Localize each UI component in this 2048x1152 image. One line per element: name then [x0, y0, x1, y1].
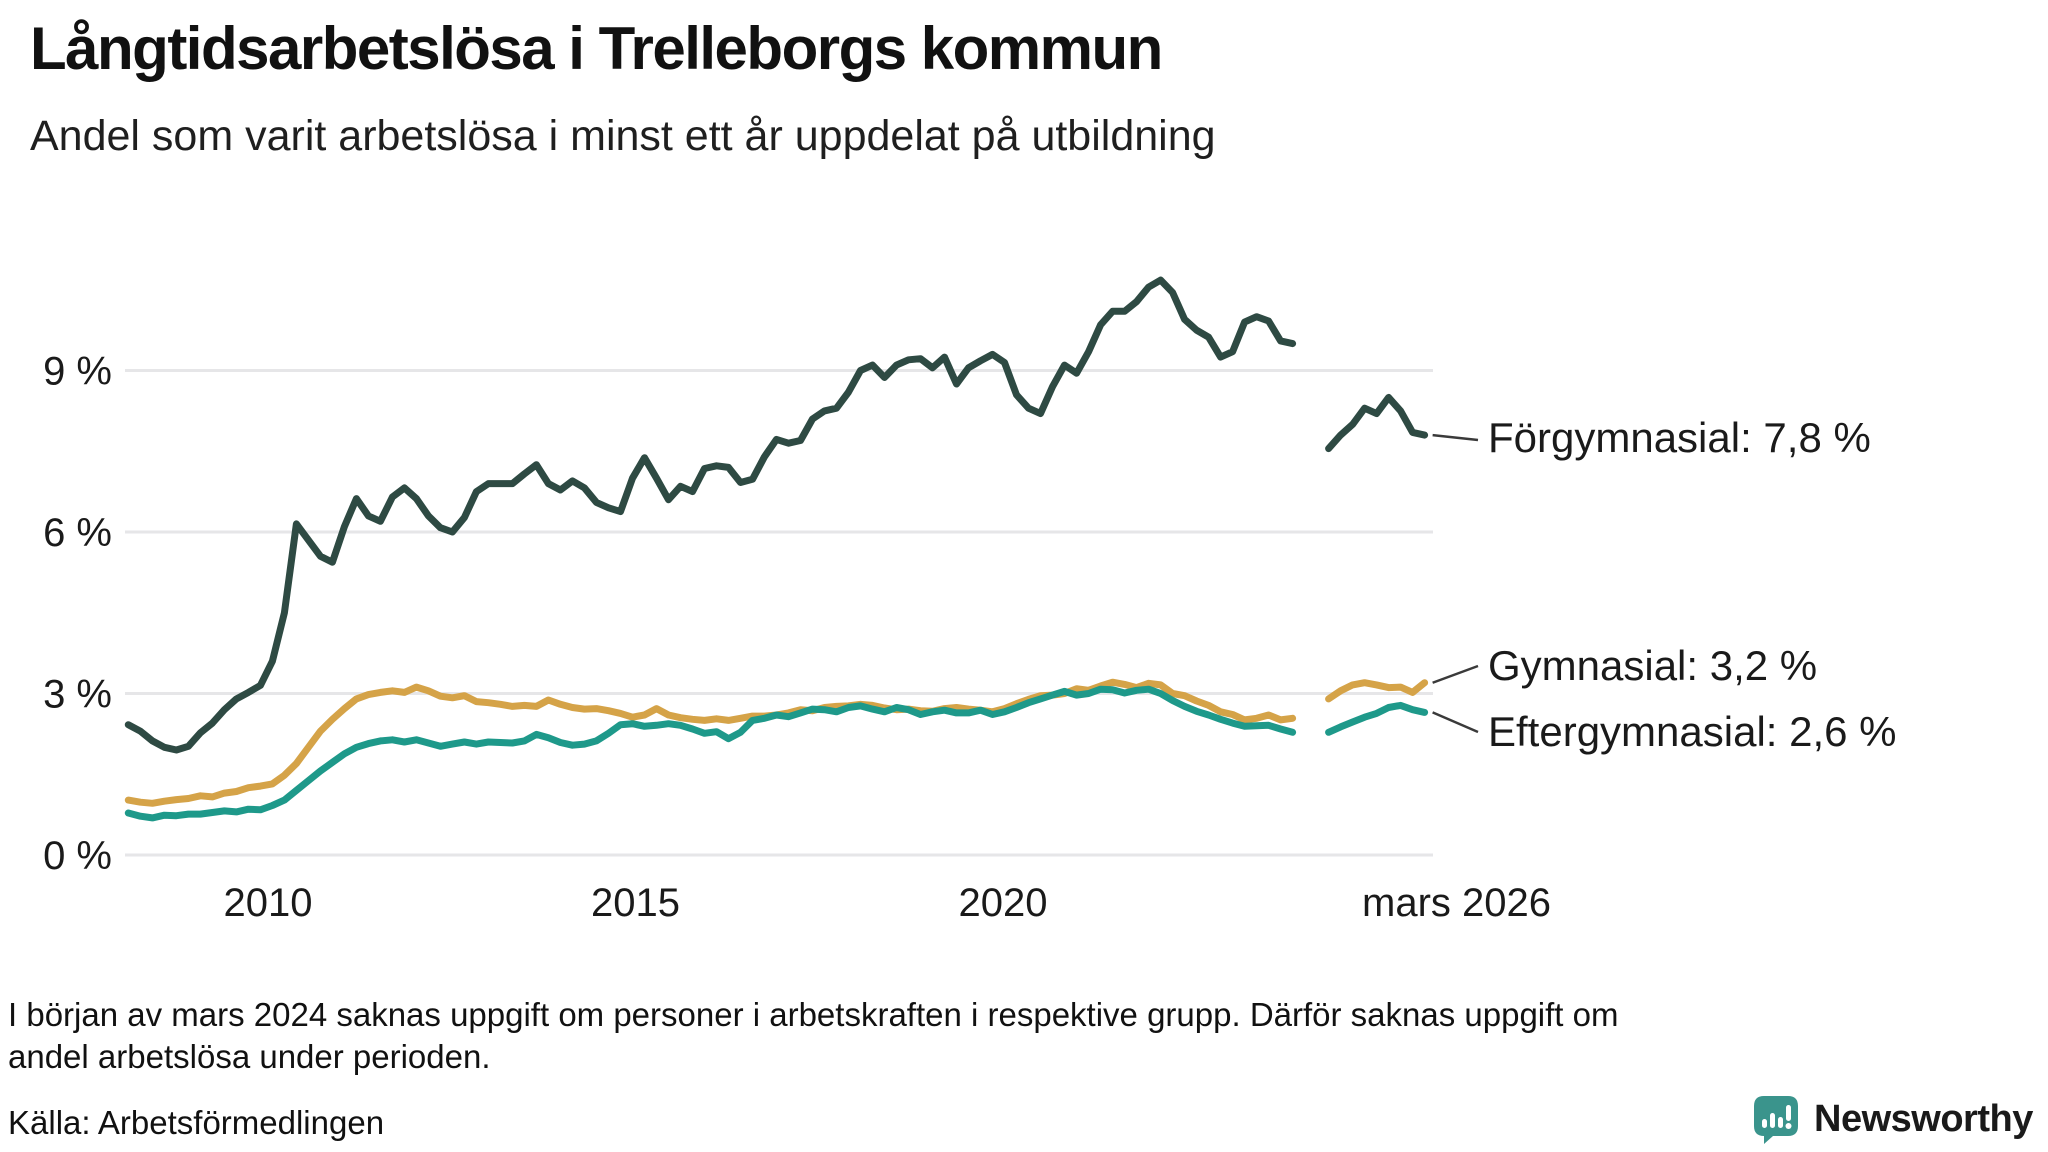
svg-text:9 %: 9 % — [43, 350, 112, 394]
svg-text:3 %: 3 % — [43, 673, 112, 717]
series-förgymnasial — [124, 276, 1479, 754]
svg-text:0 %: 0 % — [43, 834, 112, 878]
newsworthy-logo[interactable]: Newsworthy — [1752, 1094, 2033, 1144]
series-label-eftergymnasial: Eftergymnasial: 2,6 % — [1488, 708, 1897, 755]
newsworthy-logo-icon — [1754, 1096, 1798, 1144]
series-eftergymnasial — [124, 685, 1479, 822]
series-gymnasial — [124, 664, 1479, 807]
svg-text:mars 2026: mars 2026 — [1362, 881, 1551, 925]
page-subtitle: Andel som varit arbetslösa i minst ett å… — [30, 112, 1216, 160]
y-axis-labels: 0 % 3 % 6 % 9 % — [43, 350, 112, 878]
footnote-line1: I början av mars 2024 saknas uppgift om … — [8, 996, 1619, 1033]
svg-text:6 %: 6 % — [43, 511, 112, 555]
svg-text:2010: 2010 — [224, 881, 313, 925]
page-title: Långtidsarbetslösa i Trelleborgs kommun — [30, 15, 1163, 82]
svg-text:2020: 2020 — [959, 881, 1048, 925]
grid-lines — [125, 369, 1433, 857]
series-label-forgymnasial: Förgymnasial: 7,8 % — [1488, 414, 1871, 461]
newsworthy-logo-text: Newsworthy — [1814, 1097, 2033, 1140]
footnote: I början av mars 2024 saknas uppgift om … — [8, 994, 1619, 1078]
footnote-line2: andel arbetslösa under perioden. — [8, 1038, 491, 1076]
x-axis-labels: 2010 2015 2020 mars 2026 — [224, 881, 1551, 925]
source-label: Källa: Arbetsförmedlingen — [8, 1104, 385, 1141]
svg-text:2015: 2015 — [591, 881, 680, 925]
series-label-gymnasial: Gymnasial: 3,2 % — [1488, 642, 1818, 689]
